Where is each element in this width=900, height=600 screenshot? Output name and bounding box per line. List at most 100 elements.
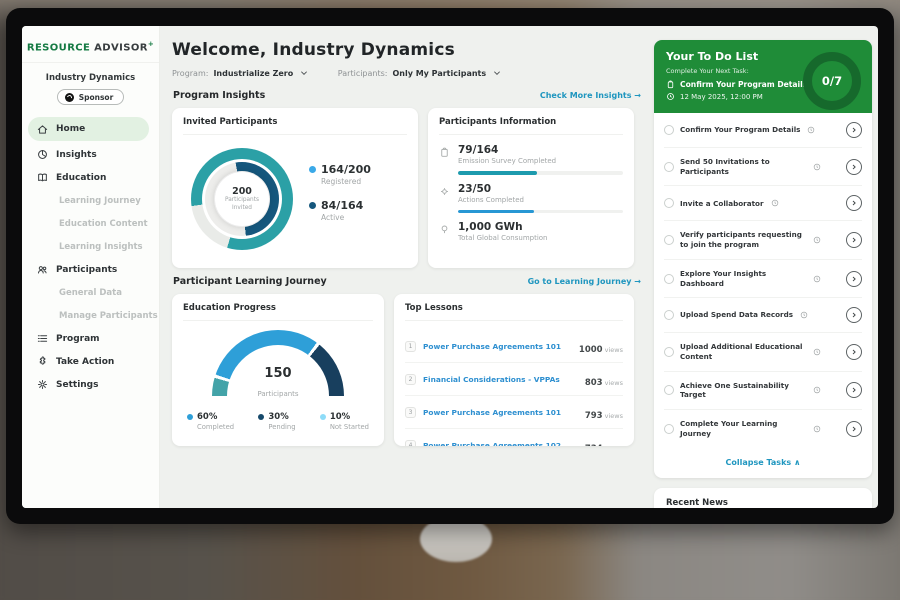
card-title: Invited Participants bbox=[183, 117, 407, 135]
sidebar-item-insights[interactable]: Insights bbox=[22, 143, 159, 166]
donut-legend: 164/200 Registered 84/164 Active bbox=[309, 163, 371, 235]
nav-label: Education Content bbox=[59, 219, 148, 229]
collapse-label: Collapse Tasks bbox=[726, 458, 792, 467]
lesson-row: 2 Financial Considerations - VPPAs 803 v… bbox=[405, 363, 623, 396]
task-row[interactable]: Upload Spend Data Records bbox=[664, 298, 862, 333]
lesson-views: 803 views bbox=[585, 370, 623, 389]
task-checkbox[interactable] bbox=[664, 125, 674, 135]
invited-participants-card: Invited Participants 200 Participants In… bbox=[172, 108, 418, 268]
go-to-learning-journey-link[interactable]: Go to Learning Journey → bbox=[528, 277, 641, 286]
sidebar-item-program[interactable]: Program bbox=[22, 327, 159, 350]
link-label: Go to Learning Journey bbox=[528, 277, 632, 286]
task-row[interactable]: Send 50 Invitations to Participants bbox=[664, 148, 862, 186]
legend-label: Not Started bbox=[330, 423, 369, 431]
nav-label: Participants bbox=[56, 265, 117, 275]
task-go-button[interactable] bbox=[846, 307, 862, 323]
survey-icon bbox=[439, 147, 450, 158]
insights-cards-row: Invited Participants 200 Participants In… bbox=[172, 108, 642, 268]
actions-icon bbox=[439, 186, 450, 197]
lesson-row: 1 Power Purchase Agreements 101 1000 vie… bbox=[405, 330, 623, 363]
task-row[interactable]: Explore Your Insights Dashboard bbox=[664, 260, 862, 298]
task-checkbox[interactable] bbox=[664, 162, 674, 172]
right-column: Your To Do List Complete Your Next Task:… bbox=[654, 26, 878, 508]
sidebar-item-manage-participants[interactable]: Manage Participants bbox=[22, 304, 159, 327]
collapse-tasks-link[interactable]: Collapse Tasks ∧ bbox=[654, 448, 872, 478]
chevron-right-icon bbox=[850, 199, 858, 207]
logo-advisor: ADVISOR bbox=[94, 42, 148, 53]
sidebar-item-home[interactable]: Home bbox=[28, 117, 149, 141]
stat-value: 79/164 bbox=[458, 144, 623, 156]
logo-plus: + bbox=[148, 40, 154, 48]
education-icon bbox=[37, 172, 48, 183]
gauge-value: 150 bbox=[212, 366, 344, 381]
sidebar-item-learning-insights[interactable]: Learning Insights bbox=[22, 235, 159, 258]
survey-progress-fill bbox=[458, 171, 537, 175]
task-row[interactable]: Complete Your Learning Journey bbox=[664, 410, 862, 447]
nav-label: General Data bbox=[59, 288, 122, 298]
task-checkbox[interactable] bbox=[664, 198, 674, 208]
legend-label: Completed bbox=[197, 423, 234, 431]
task-row[interactable]: Invite a Collaborator bbox=[664, 186, 862, 221]
task-row[interactable]: Confirm Your Program Details bbox=[664, 113, 862, 148]
stat-label: Emission Survey Completed bbox=[458, 157, 623, 165]
check-more-insights-link[interactable]: Check More Insights → bbox=[540, 91, 641, 100]
sidebar-item-take-action[interactable]: Take Action bbox=[22, 350, 159, 373]
lesson-row: 4 Power Purchase Agreements 102 734 view… bbox=[405, 429, 623, 446]
task-row[interactable]: Verify participants requesting to join t… bbox=[664, 221, 862, 259]
lesson-link[interactable]: Power Purchase Agreements 102 bbox=[423, 441, 578, 447]
sponsor-badge[interactable]: Sponsor bbox=[57, 89, 125, 105]
task-go-button[interactable] bbox=[846, 421, 862, 437]
task-go-button[interactable] bbox=[846, 195, 862, 211]
lesson-views: 1000 views bbox=[579, 337, 623, 356]
sidebar-item-education-content[interactable]: Education Content bbox=[22, 212, 159, 235]
task-checkbox[interactable] bbox=[664, 235, 674, 245]
task-checkbox[interactable] bbox=[664, 424, 674, 434]
sidebar-item-settings[interactable]: Settings bbox=[22, 373, 159, 396]
sidebar-item-participants[interactable]: Participants bbox=[22, 258, 159, 281]
task-go-button[interactable] bbox=[846, 159, 862, 175]
lesson-link[interactable]: Power Purchase Agreements 101 bbox=[423, 342, 572, 351]
lesson-link[interactable]: Financial Considerations - VPPAs bbox=[423, 375, 578, 384]
participants-information-card: Participants Information 79/164 Emission… bbox=[428, 108, 634, 268]
nav-label: Insights bbox=[56, 150, 97, 160]
program-filter[interactable]: Program:Industrialize Zero bbox=[172, 69, 308, 78]
clipboard-icon bbox=[666, 80, 675, 89]
task-go-button[interactable] bbox=[846, 382, 862, 398]
task-checkbox[interactable] bbox=[664, 347, 674, 357]
participants-filter[interactable]: Participants:Only My Participants bbox=[338, 69, 501, 78]
todo-next-task: Confirm Your Program Details bbox=[680, 80, 807, 89]
task-row[interactable]: Upload Additional Educational Content bbox=[664, 333, 862, 371]
chevron-down-icon bbox=[493, 69, 501, 77]
clock-icon bbox=[813, 275, 821, 283]
task-checkbox[interactable] bbox=[664, 274, 674, 284]
legend-label: Registered bbox=[321, 177, 371, 186]
home-icon bbox=[37, 124, 48, 135]
sidebar-item-general-data[interactable]: General Data bbox=[22, 281, 159, 304]
task-row[interactable]: Achieve One Sustainability Target bbox=[664, 372, 862, 410]
education-progress-card: Education Progress 150 Participants 60% … bbox=[172, 294, 384, 446]
section-title: Participant Learning Journey bbox=[173, 276, 327, 287]
chevron-right-icon bbox=[850, 163, 858, 171]
task-checkbox[interactable] bbox=[664, 310, 674, 320]
stat-value: 1,000 GWh bbox=[458, 221, 623, 233]
legend-label: Active bbox=[321, 213, 371, 222]
sidebar-item-education[interactable]: Education bbox=[22, 166, 159, 189]
legend-value: 10% bbox=[330, 412, 350, 422]
task-go-button[interactable] bbox=[846, 344, 862, 360]
legend-active: 84/164 Active bbox=[309, 199, 371, 222]
clock-icon bbox=[813, 348, 821, 356]
section-title: Program Insights bbox=[173, 90, 265, 101]
task-go-button[interactable] bbox=[846, 271, 862, 287]
lesson-link[interactable]: Power Purchase Agreements 101 bbox=[423, 408, 578, 417]
stat-label: Actions Completed bbox=[458, 196, 623, 204]
clock-icon bbox=[666, 92, 675, 101]
insights-icon bbox=[37, 149, 48, 160]
task-checkbox[interactable] bbox=[664, 385, 674, 395]
legend-value: 84/164 bbox=[321, 199, 363, 212]
task-go-button[interactable] bbox=[846, 122, 862, 138]
program-filter-value: Industrialize Zero bbox=[213, 69, 293, 78]
app-logo: RESOURCE ADVISOR+ bbox=[22, 35, 159, 63]
sponsor-icon bbox=[65, 93, 74, 102]
sidebar-item-learning-journey[interactable]: Learning Journey bbox=[22, 189, 159, 212]
task-go-button[interactable] bbox=[846, 232, 862, 248]
